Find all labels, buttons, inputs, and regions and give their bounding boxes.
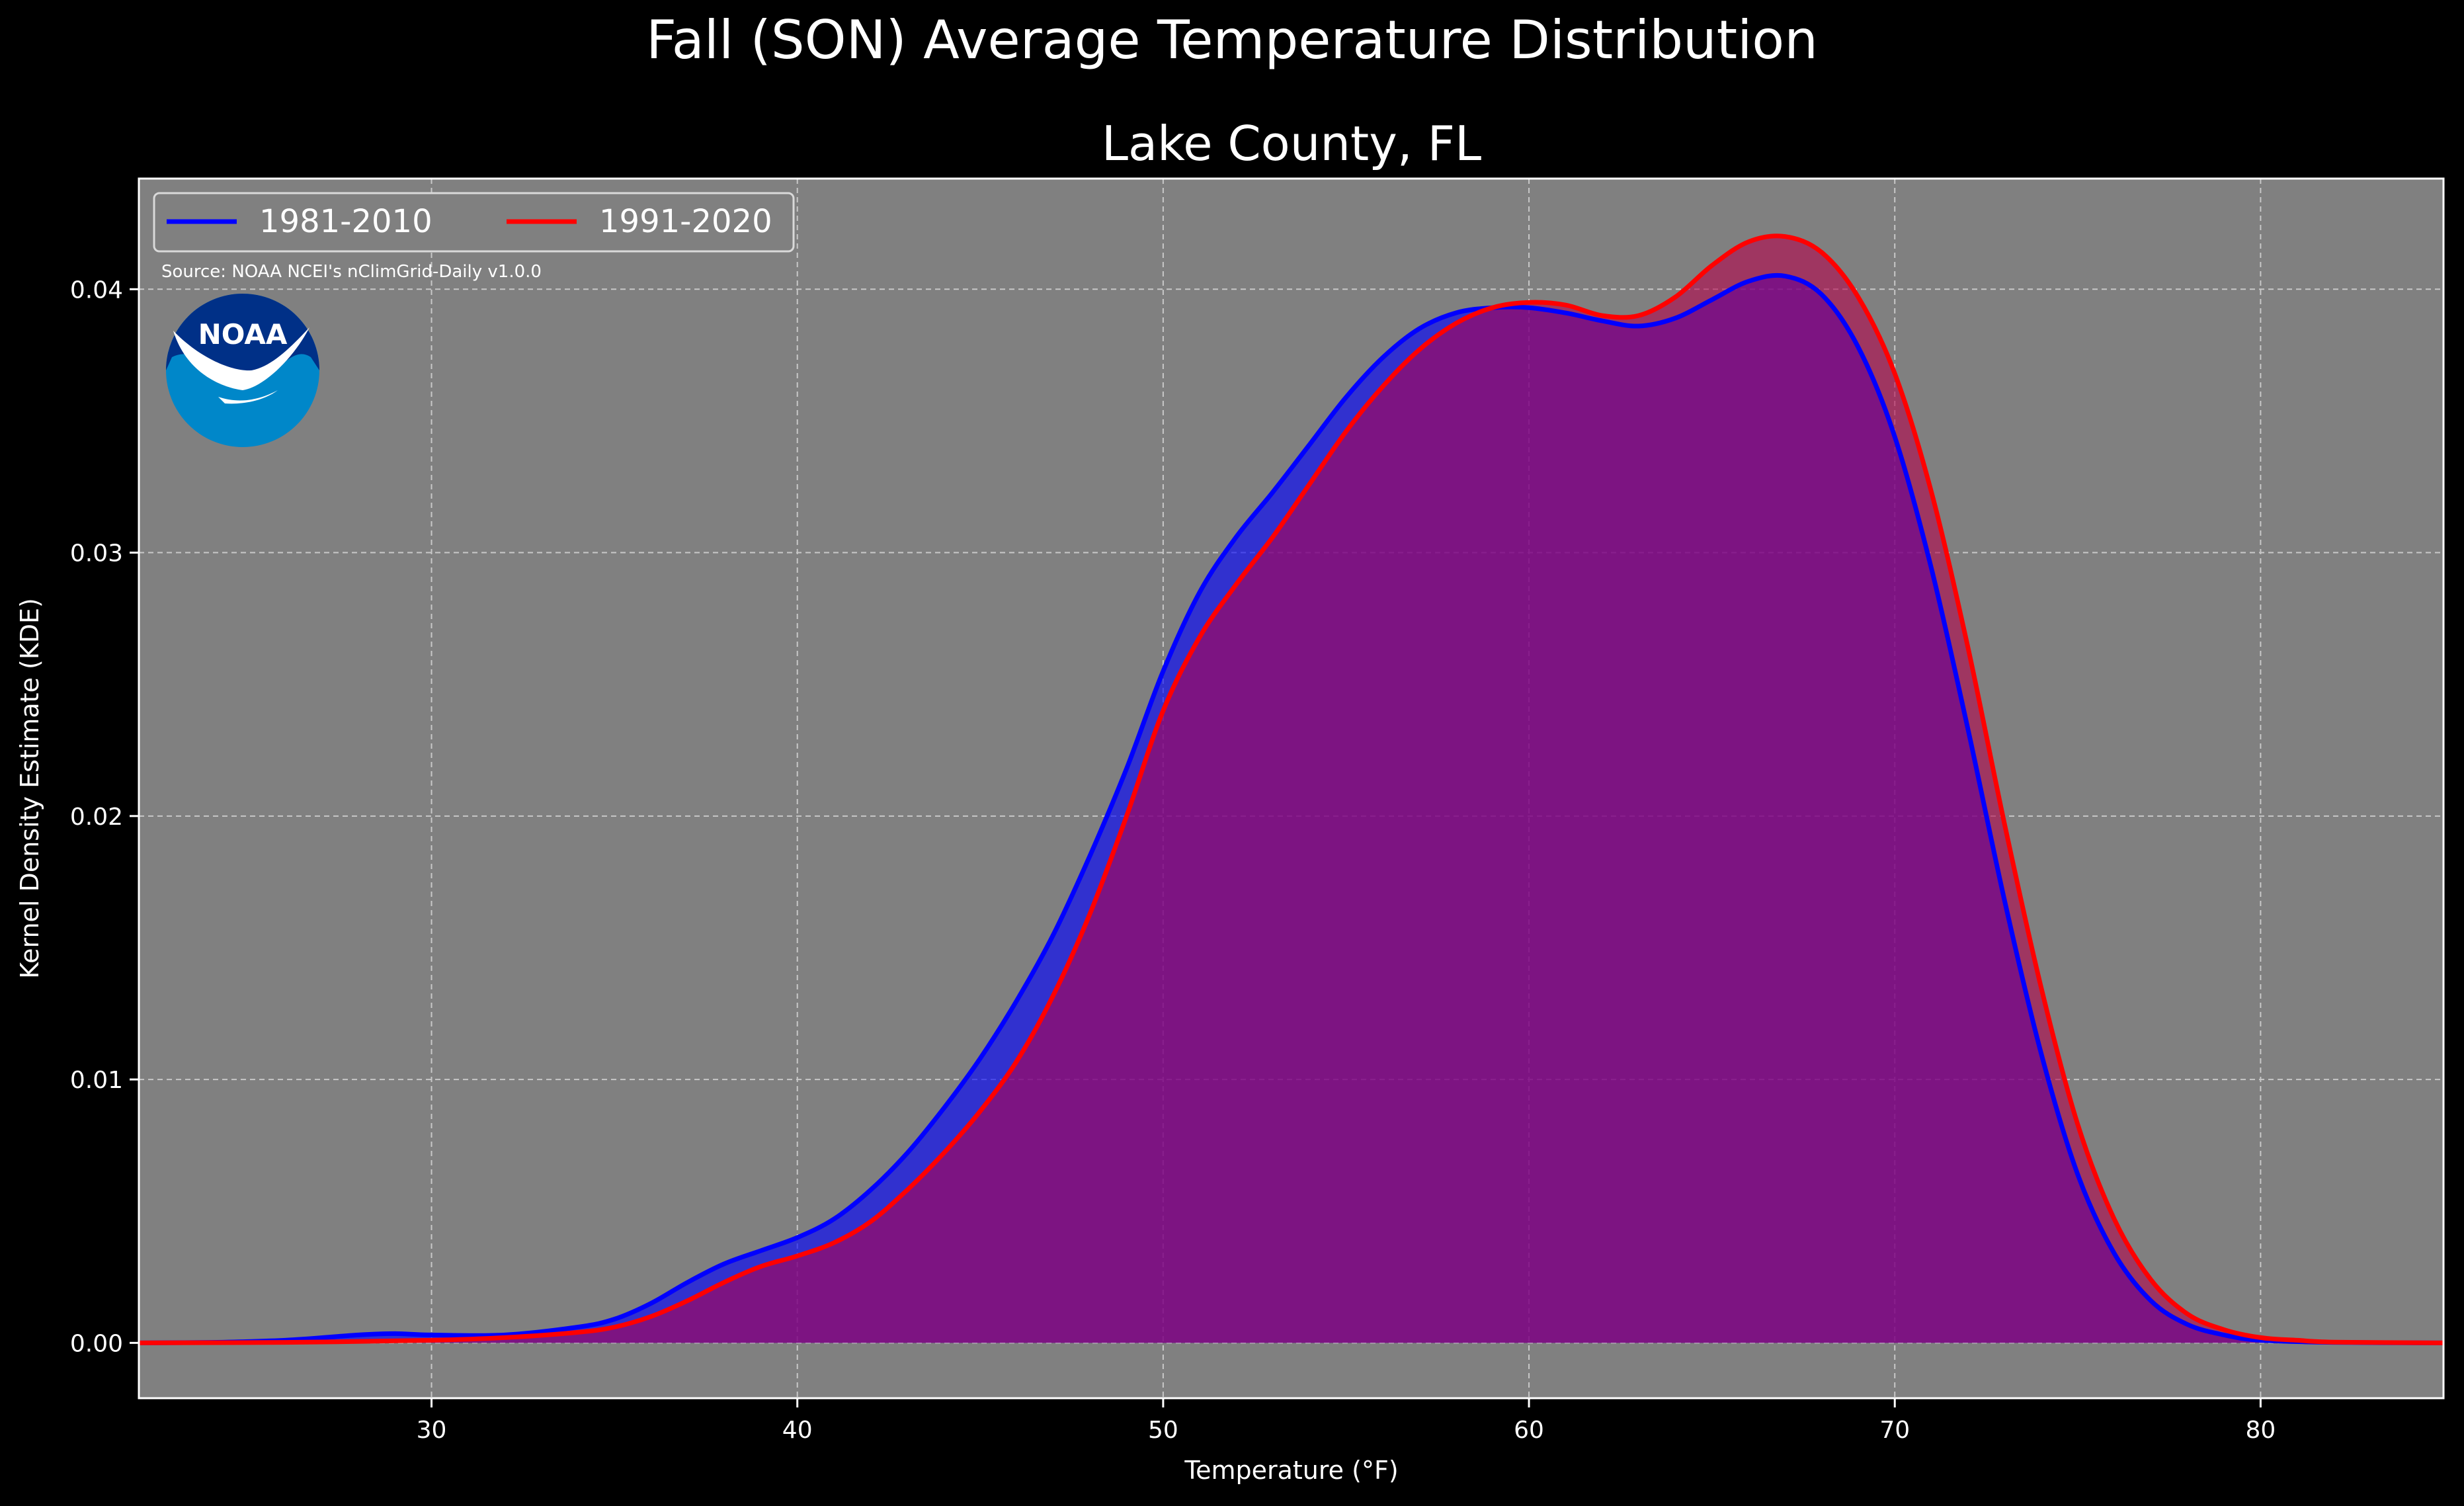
x-tick-label: 50 — [1148, 1417, 1178, 1444]
plot-frame — [138, 177, 2445, 1400]
legend-box — [153, 192, 795, 253]
x-tick-label: 40 — [782, 1417, 813, 1444]
source-note: Source: NOAA NCEI's nClimGrid-Daily v1.0… — [161, 262, 542, 282]
series-areas — [139, 235, 2443, 1343]
chart-title: Lake County, FL — [1102, 116, 1481, 171]
legend-label-1991-2020: 1991-2020 — [599, 203, 772, 240]
y-axis-ticks: 0.00 0.01 0.02 0.03 0.04 — [70, 276, 139, 1357]
line-1991-2020 — [138, 233, 2444, 1345]
x-tick-label: 70 — [1879, 1417, 1910, 1444]
x-axis-ticks: 30 40 50 60 70 80 — [417, 1398, 2276, 1444]
legend: 1981-2010 1991-2020 — [153, 192, 795, 253]
x-axis-label: Temperature (°F) — [1184, 1456, 1398, 1485]
chart-suptitle: Fall (SON) Average Temperature Distribut… — [646, 9, 1818, 71]
line-1981-2010 — [138, 272, 2444, 1345]
noaa-logo-icon: NOAA — [166, 294, 319, 447]
y-axis-label: Kernel Density Estimate (KDE) — [15, 598, 44, 979]
y-tick-label: 0.00 — [70, 1330, 123, 1357]
x-tick-label: 60 — [1514, 1417, 1544, 1444]
x-tick-label: 80 — [2246, 1417, 2276, 1444]
y-tick-label: 0.02 — [70, 804, 123, 831]
series-lines — [138, 233, 2444, 1345]
y-tick-label: 0.03 — [70, 540, 123, 567]
noaa-logo-text: NOAA — [198, 318, 288, 351]
y-tick-label: 0.01 — [70, 1067, 123, 1094]
area-1991-2020 — [139, 235, 2443, 1343]
legend-label-1981-2010: 1981-2010 — [259, 203, 432, 240]
y-tick-label: 0.04 — [70, 276, 123, 304]
x-tick-label: 30 — [417, 1417, 447, 1444]
